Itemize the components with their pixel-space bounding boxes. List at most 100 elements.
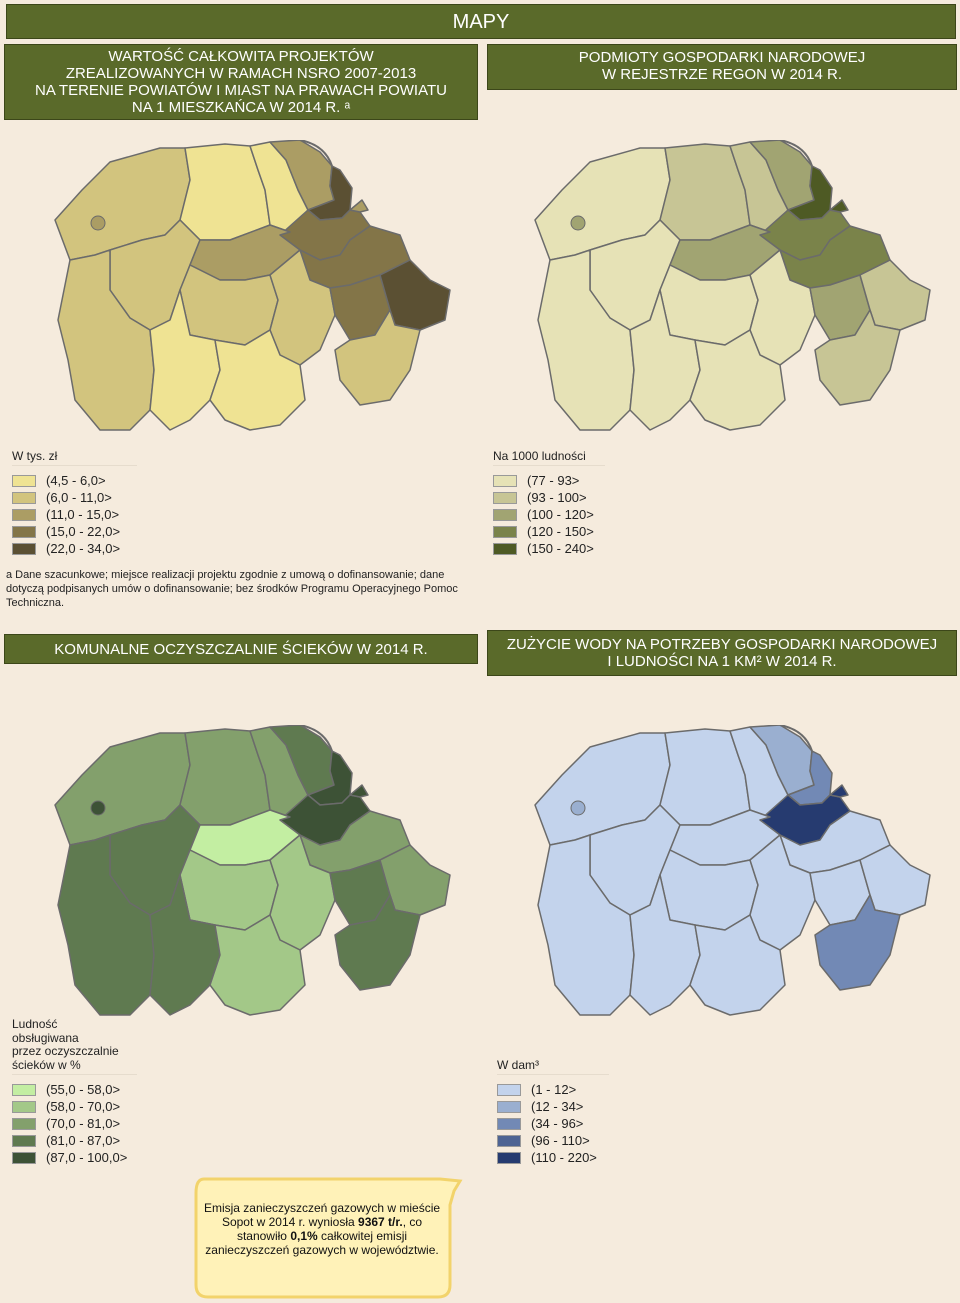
legend-swatch [493,491,517,504]
legend-label: (96 - 110> [531,1133,590,1148]
legend-item: (81,0 - 87,0> [12,1132,137,1149]
region-kwidzyn [209,914,306,1016]
legend-swatch [493,525,517,538]
legend-swatch [493,474,517,487]
lake-shape [90,800,106,816]
coastline-hel [299,140,333,167]
legend-regon: Na 1000 ludności (77 - 93> (93 - 100> (100… [493,449,605,557]
callout-text-part: całkowitej emisji zanieczyszczeń gazowyc… [205,1229,439,1257]
legend-item: (96 - 110> [497,1132,609,1149]
speech-bubble [194,1177,463,1299]
legend-item: (4,5 - 6,0> [12,472,137,489]
legend-title: W tys. zł [12,449,137,466]
legend-item: (22,0 - 34,0> [12,540,137,557]
legend-item: (11,0 - 15,0> [12,506,137,523]
map-title-wastewater: KOMUNALNE OCZYSZCZALNIE ŚCIEKÓW W 2014 R… [54,641,428,658]
legend-swatch [12,1100,36,1113]
region-sopot [349,199,369,213]
lake-shape [90,215,106,231]
callout-text: Emisja zanieczyszczeń gazowych w mieście… [202,1201,442,1257]
legend-swatch [12,542,36,555]
callout-text-part: , co stanowiło [236,1215,423,1243]
legend-label: (81,0 - 87,0> [46,1133,121,1148]
map-title-bar-nsro: WARTOŚĆ CAŁKOWITA PROJEKTÓW ZREALIZOWANY… [4,44,478,120]
region-sopot [829,199,849,213]
choropleth-map-wastewater [54,725,451,1016]
legend-swatch [12,1083,36,1096]
legend-label: (93 - 100> [527,490,587,505]
legend-label: (70,0 - 81,0> [46,1116,121,1131]
region-sopot [349,784,369,798]
legend-swatch [497,1100,521,1113]
legend-title: Ludność obsługiwana przez oczyszczalnie … [12,1017,137,1075]
region-kwidzyn [209,329,306,431]
legend-swatch [493,508,517,521]
legend-swatch [497,1134,521,1147]
legend-item: (150 - 240> [493,540,605,557]
coastline-hel [779,140,813,167]
legend-swatch [497,1151,521,1164]
lake-shape [570,800,586,816]
legend-item: (70,0 - 81,0> [12,1115,137,1132]
legend-item: (93 - 100> [493,489,605,506]
page-title: MAPY [452,11,510,33]
map-title-bar-regon: PODMIOTY GOSPODARKI NARODOWEJ W REJESTRZ… [487,44,957,90]
legend-label: (110 - 220> [531,1150,597,1165]
callout-share-value: 0,1% [290,1229,318,1243]
legend-swatch [12,1117,36,1130]
legend-label: (15,0 - 22,0> [46,524,121,539]
legend-item: (58,0 - 70,0> [12,1098,137,1115]
legend-swatch [12,491,36,504]
legend-label: (1 - 12> [531,1082,577,1097]
legend-item: (15,0 - 22,0> [12,523,137,540]
map-title-nsro: WARTOŚĆ CAŁKOWITA PROJEKTÓW ZREALIZOWANY… [35,48,447,116]
legend-item: (55,0 - 58,0> [12,1081,137,1098]
footnote: a Dane szacunkowe; miejsce realizacji pro… [6,568,484,610]
legend-swatch [12,508,36,521]
region-starogard [749,249,816,366]
lake-shape [570,215,586,231]
legend-swatch [12,1134,36,1147]
legend-swatch [497,1117,521,1130]
legend-label: (12 - 34> [531,1099,584,1114]
legend-label: (11,0 - 15,0> [46,507,120,522]
legend-label: (6,0 - 11,0> [46,490,112,505]
footnote-text: Dane szacunkowe; miejsce realizacji proj… [6,569,458,609]
legend-label: (4,5 - 6,0> [46,473,106,488]
page-header: MAPY [6,4,956,39]
region-sztum [814,309,901,406]
legend-swatch [12,474,36,487]
region-kwidzyn [689,914,786,1016]
legend-item: (34 - 96> [497,1115,609,1132]
region-starogard [269,249,336,366]
callout-text-part: Emisja zanieczyszczeń gazowych w mieście… [203,1201,441,1229]
region-sztum [814,894,901,991]
legend-title: W dam³ [497,1058,609,1075]
region-kwidzyn [689,329,786,431]
legend-item: (1 - 12> [497,1081,609,1098]
region-sztum [334,894,421,991]
legend-label: (55,0 - 58,0> [46,1082,121,1097]
legend-title: Na 1000 ludności [493,449,605,466]
legend-item: (6,0 - 11,0> [12,489,137,506]
legend-label: (100 - 120> [527,507,594,522]
legend-swatch [12,1151,36,1164]
coastline-hel [299,725,333,752]
legend-label: (22,0 - 34,0> [46,541,121,556]
region-sopot [829,784,849,798]
region-starogard [269,834,336,951]
legend-swatch [12,525,36,538]
choropleth-map-water [534,725,931,1016]
footnote-marker: a [6,569,13,581]
legend-item: (120 - 150> [493,523,605,540]
legend-swatch [497,1083,521,1096]
choropleth-map-nsro [54,140,451,431]
legend-label: (150 - 240> [527,541,594,556]
choropleth-map-regon [534,140,931,431]
legend-label: (34 - 96> [531,1116,584,1131]
legend-water: W dam³ (1 - 12> (12 - 34> (34 - 96> (96 - 1… [497,1058,609,1166]
region-sztum [334,309,421,406]
legend-item: (77 - 93> [493,472,605,489]
map-title-water: ZUŻYCIE WODY NA POTRZEBY GOSPODARKI NARO… [506,636,938,670]
map-title-bar-wastewater: KOMUNALNE OCZYSZCZALNIE ŚCIEKÓW W 2014 R… [4,634,478,664]
